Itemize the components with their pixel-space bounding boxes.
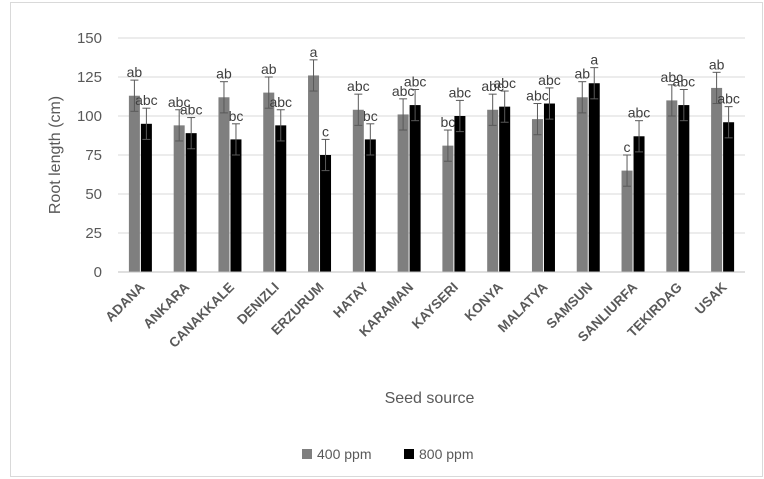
bar xyxy=(678,105,690,272)
y-tick-label: 25 xyxy=(85,225,102,242)
bar xyxy=(263,92,275,272)
bar xyxy=(576,97,588,272)
significance-label: abc xyxy=(628,105,651,121)
x-axis-title: Seed source xyxy=(385,390,475,407)
bar xyxy=(454,116,466,272)
y-tick-label: 100 xyxy=(77,108,102,125)
significance-label: bc xyxy=(440,114,455,130)
bar xyxy=(531,119,543,273)
bars xyxy=(128,59,735,273)
significance-label: abc xyxy=(168,94,191,110)
bar xyxy=(666,100,678,273)
significance-label: ab xyxy=(574,66,590,82)
bar xyxy=(218,97,230,272)
significance-label: a xyxy=(310,44,318,60)
significance-label: abc xyxy=(180,102,203,118)
bar xyxy=(409,105,421,272)
significance-label: ab xyxy=(216,66,232,82)
y-tick-label: 0 xyxy=(94,264,102,281)
significance-label: bc xyxy=(363,108,378,124)
significance-label: abc xyxy=(269,94,292,110)
y-axis-title: Root length (cm) xyxy=(47,96,64,214)
bar xyxy=(588,83,600,273)
significance-label: ab xyxy=(261,61,277,77)
bar xyxy=(442,145,454,272)
significance-label: c xyxy=(322,123,329,139)
significance-label: ab xyxy=(709,56,725,72)
significance-label: abc xyxy=(481,78,504,94)
bar xyxy=(621,170,633,272)
y-tick-label: 125 xyxy=(77,69,102,86)
bar xyxy=(364,139,376,272)
bar xyxy=(128,95,140,272)
bar xyxy=(352,109,364,272)
bar xyxy=(633,136,645,272)
significance-label: abc xyxy=(493,75,516,91)
significance-label: abc xyxy=(347,78,370,94)
bar xyxy=(308,75,320,272)
significance-label: abc xyxy=(449,84,472,100)
bar xyxy=(499,106,511,272)
significance-label: abc xyxy=(135,92,158,108)
y-tick-labels: 0 25 50 75 100 125 150 xyxy=(77,30,102,281)
legend-label: 400 ppm xyxy=(317,446,371,462)
significance-label: abc xyxy=(538,72,561,88)
significance-label: abc xyxy=(404,73,427,89)
y-tick-label: 50 xyxy=(85,186,102,203)
significance-label: abc xyxy=(717,91,740,107)
significance-label: abc xyxy=(526,88,549,104)
bar xyxy=(723,122,735,273)
bar xyxy=(487,109,499,272)
legend-swatch xyxy=(404,449,414,459)
bar xyxy=(543,103,555,273)
significance-label: abc xyxy=(661,69,684,85)
bar xyxy=(185,133,197,272)
bar xyxy=(397,114,409,272)
bar xyxy=(320,155,332,272)
significance-label: ab xyxy=(127,64,143,80)
significance-label: abc xyxy=(392,83,415,99)
bar xyxy=(173,125,185,272)
y-tick-label: 75 xyxy=(85,147,102,164)
y-tick-label: 150 xyxy=(77,30,102,47)
bar xyxy=(711,87,723,272)
significance-label: bc xyxy=(229,108,244,124)
bar xyxy=(275,125,287,272)
legend-label: 800 ppm xyxy=(419,446,473,462)
significance-label: c xyxy=(624,139,631,155)
significance-label: abc xyxy=(673,73,696,89)
legend: 400 ppm 800 ppm xyxy=(302,446,473,462)
significance-label: a xyxy=(590,52,598,68)
bar xyxy=(230,139,242,272)
legend-swatch xyxy=(302,449,312,459)
bar xyxy=(140,123,152,272)
